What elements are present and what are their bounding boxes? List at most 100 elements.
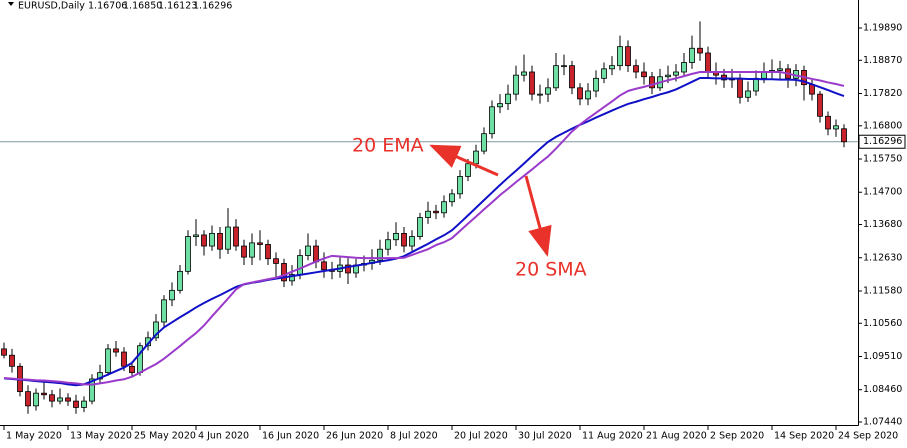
price-tag bbox=[858, 134, 906, 149]
candle-body bbox=[9, 354, 15, 367]
candle-body bbox=[281, 263, 287, 282]
candle-body bbox=[681, 62, 687, 73]
y-tick-label: 1.16800 bbox=[863, 120, 902, 131]
candle-body bbox=[249, 242, 255, 258]
candle-body bbox=[433, 210, 439, 214]
candle-body bbox=[737, 77, 743, 98]
y-tick-label: 1.12630 bbox=[863, 252, 902, 263]
candle-body bbox=[393, 232, 399, 241]
candle-body bbox=[745, 90, 751, 98]
x-tick-label: 25 May 2020 bbox=[134, 431, 196, 442]
x-tick-label: 20 Jul 2020 bbox=[454, 431, 508, 442]
sma-annotation: 20 SMA bbox=[515, 259, 587, 281]
ohlc-low: 1.16123 bbox=[158, 1, 197, 12]
candle-body bbox=[209, 232, 215, 247]
x-tick-label: 16 Jun 2020 bbox=[262, 431, 319, 442]
candle-body bbox=[529, 71, 535, 95]
candle-body bbox=[753, 77, 759, 92]
candle-body bbox=[313, 245, 319, 263]
candle-body bbox=[49, 394, 55, 402]
x-tick-label: 30 Jul 2020 bbox=[518, 431, 572, 442]
x-tick-label: 11 Aug 2020 bbox=[582, 431, 643, 442]
header-icon bbox=[8, 2, 14, 6]
candle-body bbox=[537, 93, 543, 96]
candle-body bbox=[513, 74, 519, 95]
candle-body bbox=[121, 351, 127, 367]
candle-body bbox=[129, 365, 135, 374]
candle-body bbox=[33, 392, 39, 407]
candle-body bbox=[217, 232, 223, 250]
ema-arrow bbox=[429, 144, 499, 177]
candle-body bbox=[417, 217, 423, 237]
candle-body bbox=[505, 93, 511, 105]
candle-body bbox=[833, 125, 839, 130]
y-tick-label: 1.07440 bbox=[863, 416, 902, 427]
candle-body bbox=[321, 261, 327, 271]
candle-body bbox=[473, 150, 479, 165]
y-tick-label: 1.09510 bbox=[863, 351, 902, 362]
candle-body bbox=[105, 348, 111, 374]
candle-body bbox=[265, 244, 271, 260]
candle-body bbox=[601, 68, 607, 79]
candle-body bbox=[289, 274, 295, 282]
candle-body bbox=[577, 87, 583, 100]
candle-body bbox=[169, 289, 175, 301]
y-tick-label: 1.13680 bbox=[863, 219, 902, 230]
candle-body bbox=[521, 71, 527, 76]
candle-body bbox=[57, 397, 63, 402]
candle-body bbox=[297, 255, 303, 275]
price-tag-label: 1.16296 bbox=[863, 136, 902, 147]
x-tick-label: 2 Sep 2020 bbox=[710, 431, 764, 442]
ema-annotation: 20 EMA bbox=[352, 135, 424, 157]
candle-body bbox=[697, 47, 703, 54]
candle-body bbox=[89, 378, 95, 402]
x-tick-label: 4 Jun 2020 bbox=[198, 431, 249, 442]
ohlc-open: 1.16706 bbox=[88, 1, 127, 12]
candle-body bbox=[809, 84, 815, 95]
candle-body bbox=[25, 391, 31, 407]
candle-body bbox=[1, 348, 7, 356]
candle-body bbox=[177, 270, 183, 291]
candle-body bbox=[585, 90, 591, 100]
y-tick-label: 1.19890 bbox=[863, 23, 902, 34]
x-tick-label: 13 May 2020 bbox=[70, 431, 132, 442]
candle-body bbox=[633, 65, 639, 73]
candle-body bbox=[241, 245, 247, 258]
candle-body bbox=[825, 115, 831, 130]
candle-body bbox=[481, 133, 487, 152]
candle-body bbox=[257, 242, 263, 245]
candle-body bbox=[41, 392, 47, 396]
candle-body bbox=[457, 176, 463, 195]
candle-body bbox=[113, 348, 119, 353]
y-tick-label: 1.17820 bbox=[863, 88, 902, 99]
candle-body bbox=[625, 46, 631, 67]
ohlc-high: 1.16850 bbox=[123, 1, 162, 12]
candle-body bbox=[489, 106, 495, 135]
candle-body bbox=[153, 321, 159, 339]
candle-body bbox=[441, 201, 447, 214]
candle-body bbox=[401, 232, 407, 247]
x-tick-label: 1 May 2020 bbox=[6, 431, 62, 442]
candle-body bbox=[273, 258, 279, 264]
ohlc-close: 1.16296 bbox=[193, 1, 232, 12]
candle-body bbox=[377, 248, 383, 261]
candle-body bbox=[193, 234, 199, 237]
x-tick-label: 8 Jul 2020 bbox=[390, 431, 438, 442]
sma-arrow bbox=[524, 175, 552, 257]
candle-body bbox=[593, 77, 599, 92]
candle-body bbox=[609, 65, 615, 70]
candle-body bbox=[81, 400, 87, 408]
candle-body bbox=[689, 47, 695, 63]
candle-body bbox=[841, 128, 847, 143]
x-tick-label: 26 Jun 2020 bbox=[326, 431, 383, 442]
candle-body bbox=[201, 234, 207, 247]
candle-body bbox=[617, 46, 623, 67]
candle-body bbox=[465, 163, 471, 177]
candle-body bbox=[497, 103, 503, 108]
candle-body bbox=[385, 239, 391, 250]
candle-body bbox=[185, 236, 191, 272]
ma-line bbox=[3, 70, 845, 386]
y-tick-label: 1.11580 bbox=[863, 285, 902, 296]
